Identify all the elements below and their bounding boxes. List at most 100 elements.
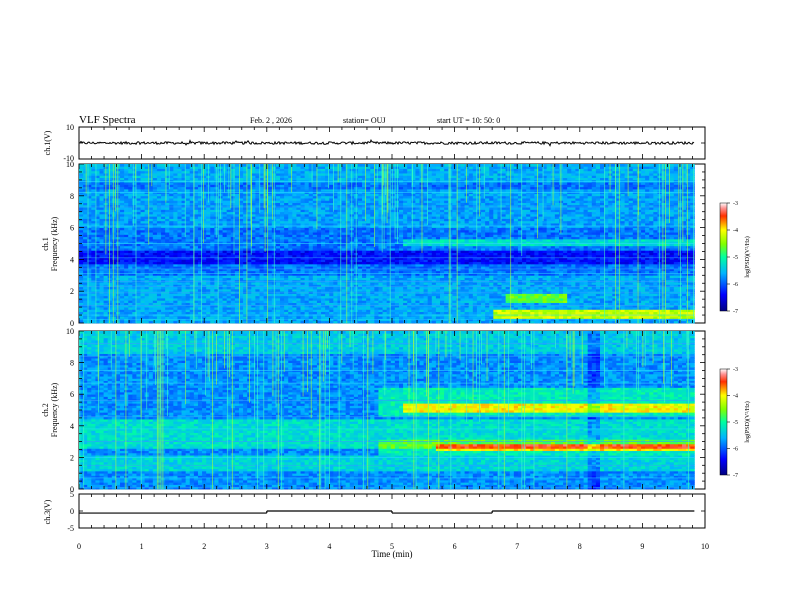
spectrogram-cell xyxy=(312,177,318,181)
spectrogram-cell xyxy=(214,293,219,297)
spectrogram-cell xyxy=(300,270,306,274)
spectrogram-cell xyxy=(222,204,228,208)
spectrogram-cell xyxy=(165,177,170,181)
spectrogram-cell xyxy=(357,207,363,210)
spectrogram-cell xyxy=(152,316,158,319)
spectrogram-cell xyxy=(120,286,125,290)
spectrogram-cell xyxy=(120,207,125,210)
spectrogram-cell xyxy=(136,166,141,169)
spectrogram-cell xyxy=(148,263,154,267)
spectrogram-cell xyxy=(234,284,240,288)
spectrogram-cell xyxy=(337,304,342,308)
spectrogram-cell xyxy=(173,295,178,299)
spectrogram-cell xyxy=(308,254,314,258)
spectrogram-cell xyxy=(111,202,117,206)
spectrogram-cell xyxy=(95,234,100,238)
spectrogram-cell xyxy=(148,243,154,247)
spectrogram-cell xyxy=(193,307,199,310)
spectrogram-cell xyxy=(87,182,92,185)
spectrogram-cell xyxy=(251,209,256,213)
spectrogram-cell xyxy=(321,234,326,238)
spectrogram-cell xyxy=(321,207,326,210)
spectrogram-cell xyxy=(165,277,170,281)
spectrogram-cell xyxy=(341,216,347,219)
spectrogram-cell xyxy=(177,218,182,222)
spectrogram-cell xyxy=(275,229,281,233)
spectrogram-cell xyxy=(238,184,244,188)
spectrogram-cell xyxy=(165,193,170,197)
spectrogram-cell xyxy=(185,261,191,265)
spectrogram-cell xyxy=(259,202,265,206)
spectrogram-cell xyxy=(95,200,100,204)
spectrogram-cell xyxy=(99,200,105,204)
spectrogram-cell xyxy=(316,286,322,290)
spectrogram-cell xyxy=(161,229,166,233)
spectrogram-cell xyxy=(226,250,232,253)
spectrogram-cell xyxy=(107,257,113,260)
spectrogram-cell xyxy=(325,270,330,274)
spectrogram-cell xyxy=(83,273,88,276)
spectrogram-cell xyxy=(193,298,199,301)
spectrogram-cell xyxy=(304,200,310,204)
spectrogram-cell xyxy=(247,198,252,201)
spectrogram-cell xyxy=(345,261,351,265)
spectrogram-cell xyxy=(284,207,289,210)
spectrogram-cell xyxy=(263,250,269,253)
spectrogram-cell xyxy=(222,241,228,244)
spectrogram-cell xyxy=(247,257,252,260)
spectrogram-cell xyxy=(161,293,166,297)
spectrogram-cell xyxy=(144,238,150,242)
spectrogram-cell xyxy=(296,223,301,226)
spectrogram-cell xyxy=(169,182,174,185)
spectrogram-cell xyxy=(263,193,269,197)
spectrogram-cell xyxy=(202,213,207,217)
spectrogram-cell xyxy=(87,225,92,228)
spectrogram-cell xyxy=(193,311,199,315)
spectrogram-cell xyxy=(292,202,297,206)
spectrogram-cell xyxy=(316,261,322,265)
spectrogram-cell xyxy=(144,207,150,210)
spectrogram-cell xyxy=(316,250,322,253)
spectrogram-cell xyxy=(357,166,363,169)
spectrogram-cell xyxy=(107,263,113,267)
spectrogram-cell xyxy=(300,234,306,238)
spectrogram-cell xyxy=(140,286,146,290)
spectrogram-cell xyxy=(140,252,146,256)
spectrogram-cell xyxy=(206,320,211,324)
spectrogram-cell xyxy=(136,232,141,235)
spectrogram-cell xyxy=(177,164,182,167)
spectrogram-cell xyxy=(197,175,203,179)
spectrogram-cell xyxy=(243,220,248,224)
spectrogram-cell xyxy=(193,309,199,313)
spectrogram-cell xyxy=(238,304,244,308)
spectrogram-cell xyxy=(230,252,236,256)
spectrogram-cell xyxy=(296,241,301,244)
spectrogram-cell xyxy=(275,195,281,199)
spectrogram-cell xyxy=(218,286,223,290)
spectrogram-cell xyxy=(120,304,125,308)
spectrogram-cell xyxy=(230,216,236,219)
spectrogram-cell xyxy=(124,282,129,285)
spectrogram-cell xyxy=(120,311,125,315)
spectrogram-cell xyxy=(238,188,244,192)
spectrogram-cell xyxy=(247,166,252,169)
spectrogram-cell xyxy=(193,300,199,303)
spectrogram-cell xyxy=(218,220,223,224)
spectrogram-cell xyxy=(288,286,293,290)
spectrogram-cell xyxy=(87,245,92,249)
spectrogram-cell xyxy=(185,195,191,199)
spectrogram-cell xyxy=(238,279,244,283)
spectrogram-cell xyxy=(304,177,310,181)
spectrogram-cell xyxy=(185,243,191,247)
spectrogram-cell xyxy=(255,248,260,251)
spectrogram-cell xyxy=(103,284,109,288)
spectrogram-cell xyxy=(99,166,105,169)
spectrogram-cell xyxy=(300,184,306,188)
spectrogram-cell xyxy=(185,263,191,267)
spectrogram-cell xyxy=(185,209,191,213)
spectrogram-cell xyxy=(111,263,117,267)
spectrogram-cell xyxy=(288,307,293,310)
spectrogram-cell xyxy=(156,286,162,290)
spectrogram-cell xyxy=(288,207,293,210)
spectrogram-cell xyxy=(197,164,203,167)
